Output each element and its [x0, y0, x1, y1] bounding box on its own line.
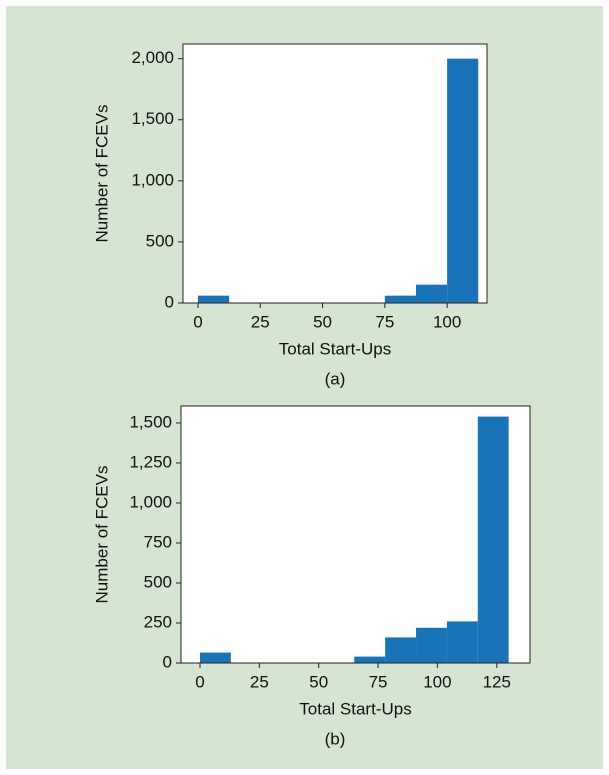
- y-tick-label: 0: [163, 652, 172, 671]
- y-tick-label: 500: [144, 572, 172, 591]
- bar: [447, 58, 479, 304]
- y-tick-label: 500: [146, 231, 174, 250]
- x-tick-label: 25: [250, 672, 269, 691]
- x-axis-label: Total Start-Ups: [279, 339, 391, 358]
- bar: [477, 416, 509, 663]
- x-tick-label: 75: [375, 312, 394, 331]
- x-tick-label: 100: [433, 312, 461, 331]
- y-tick-label: 1,000: [129, 492, 172, 511]
- bar: [416, 627, 447, 663]
- x-tick-label: 50: [313, 312, 332, 331]
- x-axis-label: Total Start-Ups: [299, 699, 411, 718]
- x-tick-label: 100: [423, 672, 451, 691]
- y-tick-label: 1,250: [129, 452, 172, 471]
- y-axis-label: Number of FCEVs: [92, 105, 111, 243]
- y-tick-label: 1,500: [129, 412, 172, 431]
- bar: [415, 284, 448, 303]
- y-tick-label: 250: [144, 612, 172, 631]
- x-tick-label: 125: [483, 672, 511, 691]
- bar: [385, 637, 417, 663]
- plot-frame: [180, 405, 531, 664]
- caption: (b): [325, 729, 346, 748]
- plot-area: [181, 406, 530, 663]
- x-tick-label: 0: [193, 312, 202, 331]
- plot-area: [183, 44, 487, 303]
- y-tick-label: 1,500: [131, 109, 174, 128]
- bar: [354, 656, 386, 663]
- bar: [199, 652, 231, 663]
- plot-frame: [182, 43, 488, 304]
- y-tick-label: 750: [144, 532, 172, 551]
- x-tick-label: 50: [309, 672, 328, 691]
- bar: [446, 621, 478, 663]
- bar: [384, 295, 416, 303]
- bar: [197, 295, 230, 303]
- y-tick-label: 2,000: [131, 48, 174, 67]
- caption: (a): [325, 369, 346, 388]
- x-tick-label: 0: [195, 672, 204, 691]
- y-tick-label: 1,000: [131, 170, 174, 189]
- y-tick-label: 0: [165, 292, 174, 311]
- x-tick-label: 25: [251, 312, 270, 331]
- x-tick-label: 75: [369, 672, 388, 691]
- y-axis-label: Number of FCEVs: [92, 466, 111, 604]
